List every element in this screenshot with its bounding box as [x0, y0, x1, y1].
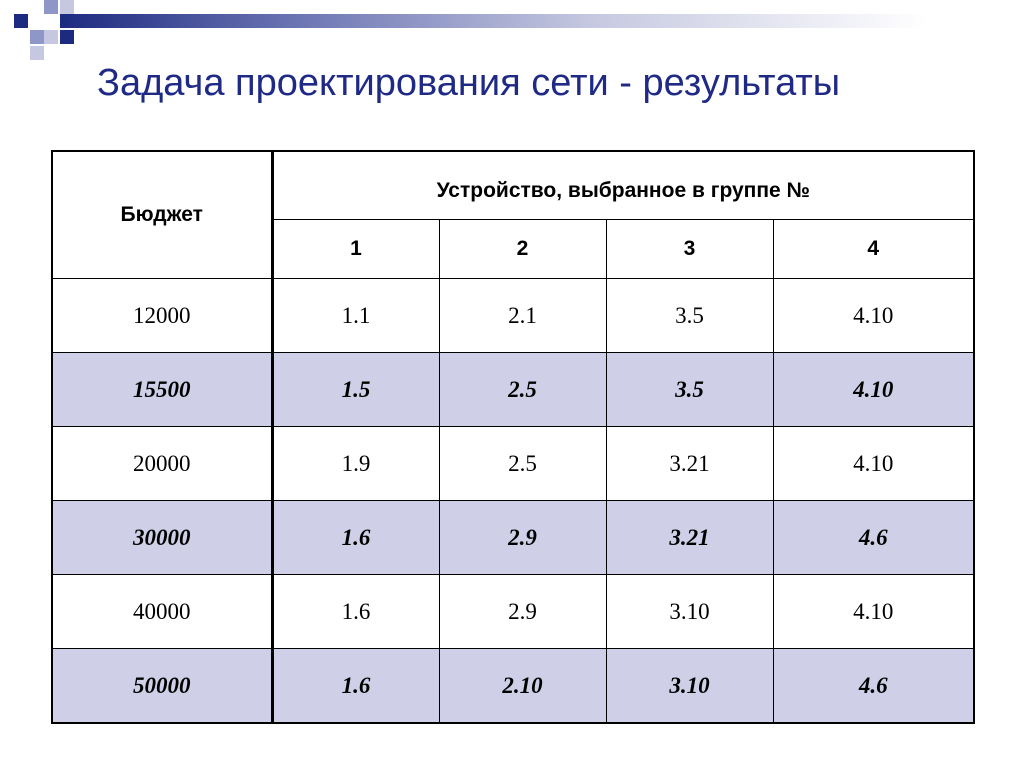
group-header: Устройство, выбранное в группе №: [271, 150, 975, 220]
device-cell: 1.9: [271, 426, 440, 501]
decor-square-3: [30, 30, 44, 44]
results-table: Бюджет Устройство, выбранное в группе № …: [51, 150, 976, 724]
device-cell: 2.5: [438, 426, 607, 501]
device-cell: 4.10: [772, 574, 975, 649]
slide-title: Задача проектирования сети - результаты: [97, 62, 841, 104]
budget-cell: 50000: [51, 648, 274, 724]
decor-square-1: [14, 14, 28, 28]
device-cell: 2.5: [438, 352, 607, 427]
table-row: 50000 1.6 2.10 3.10 4.6: [51, 648, 975, 724]
table-row: 15500 1.5 2.5 3.5 4.10: [51, 352, 975, 427]
decor-square-2: [44, 0, 58, 14]
device-cell: 4.6: [772, 500, 975, 575]
device-cell: 4.6: [772, 648, 975, 724]
device-cell: 2.9: [438, 500, 607, 575]
decor-gradient-bar: [60, 14, 1024, 28]
table-row: 12000 1.1 2.1 3.5 4.10: [51, 278, 975, 353]
device-cell: 3.5: [605, 278, 774, 353]
device-cell: 3.21: [605, 500, 774, 575]
device-cell: 3.5: [605, 352, 774, 427]
device-cell: 2.9: [438, 574, 607, 649]
device-cell: 1.6: [271, 648, 440, 724]
device-cell: 2.1: [438, 278, 607, 353]
group-number-row: 1 2 3 4: [52, 219, 975, 279]
slide-decoration: [0, 0, 1024, 60]
device-cell: 3.10: [605, 648, 774, 724]
device-cell: 1.6: [271, 500, 440, 575]
group-number-4: 4: [772, 219, 975, 279]
group-number-2: 2: [438, 219, 607, 279]
device-cell: 4.10: [772, 278, 975, 353]
budget-cell: 12000: [51, 278, 274, 353]
device-cell: 2.10: [438, 648, 607, 724]
device-cell: 1.5: [271, 352, 440, 427]
budget-header: Бюджет: [51, 150, 274, 279]
table-row: 40000 1.6 2.9 3.10 4.10: [51, 574, 975, 649]
table-row: 20000 1.9 2.5 3.21 4.10: [51, 426, 975, 501]
group-number-3: 3: [605, 219, 774, 279]
device-cell: 1.6: [271, 574, 440, 649]
decor-square-7: [60, 0, 74, 14]
device-cell: 4.10: [772, 352, 975, 427]
device-cell: 3.21: [605, 426, 774, 501]
budget-cell: 40000: [51, 574, 274, 649]
table-row: 30000 1.6 2.9 3.21 4.6: [51, 500, 975, 575]
budget-cell: 20000: [51, 426, 274, 501]
decor-square-6: [30, 46, 44, 60]
group-number-1: 1: [271, 219, 440, 279]
device-cell: 4.10: [772, 426, 975, 501]
budget-cell: 30000: [51, 500, 274, 575]
decor-square-4: [60, 30, 74, 44]
decor-square-5: [44, 30, 58, 44]
device-cell: 1.1: [271, 278, 440, 353]
budget-cell: 15500: [51, 352, 274, 427]
device-cell: 3.10: [605, 574, 774, 649]
